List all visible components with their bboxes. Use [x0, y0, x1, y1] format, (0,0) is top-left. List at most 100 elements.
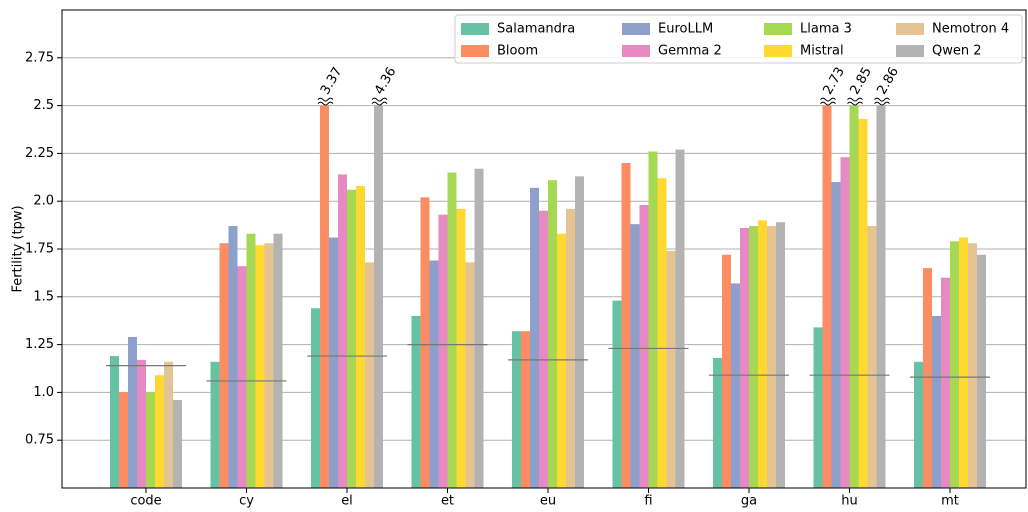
legend-swatch	[896, 45, 924, 57]
bar	[914, 361, 923, 488]
legend-label: Nemotron 4	[932, 22, 1009, 37]
bar	[365, 262, 374, 488]
break-mark	[874, 97, 890, 102]
bar	[630, 224, 640, 489]
break-mark	[317, 101, 334, 106]
x-tick-label: code	[130, 494, 161, 509]
break-mark	[847, 97, 863, 102]
bar	[530, 187, 539, 489]
bar	[320, 105, 329, 488]
bar	[831, 182, 841, 488]
legend-label: Mistral	[800, 44, 844, 59]
bar	[657, 178, 667, 489]
x-tick-label: mt	[941, 494, 959, 509]
bar	[456, 208, 466, 488]
bar	[329, 237, 338, 488]
bar	[164, 361, 173, 488]
bar	[867, 226, 877, 488]
y-axis-label: Fertility (tpw)	[11, 205, 26, 292]
bar	[146, 392, 155, 488]
bar	[237, 266, 247, 488]
bar	[849, 105, 859, 488]
bar	[264, 243, 274, 488]
bar	[666, 250, 676, 488]
bar	[173, 400, 182, 488]
bar	[749, 226, 758, 488]
bar	[521, 331, 530, 488]
legend-box	[454, 14, 1023, 64]
bar	[813, 327, 823, 488]
bar	[612, 300, 622, 488]
break-mark	[847, 101, 863, 106]
legend-swatch	[461, 45, 489, 57]
bar	[219, 243, 229, 488]
bar	[420, 197, 430, 488]
bar	[255, 245, 265, 488]
bar	[713, 357, 722, 488]
legend-label: Gemma 2	[658, 44, 722, 59]
y-tick-label: 1.75	[25, 242, 54, 257]
bar	[474, 168, 484, 489]
data-label: 2.85	[848, 65, 875, 98]
bar	[776, 222, 785, 488]
y-tick-label: 2.25	[25, 146, 54, 161]
break-mark	[820, 101, 836, 106]
bar	[822, 105, 832, 488]
bar	[923, 268, 932, 488]
y-tick-label: 2.5	[33, 98, 54, 113]
legend-label: Salamandra	[497, 22, 575, 37]
bar	[465, 262, 475, 488]
bar	[557, 233, 566, 488]
bar	[155, 375, 164, 488]
bar	[356, 185, 365, 489]
x-tick-label: ga	[741, 494, 757, 509]
bar	[447, 172, 457, 488]
legend-swatch	[896, 23, 924, 35]
bar	[722, 254, 731, 488]
bar	[675, 149, 685, 489]
x-tick-label: eu	[540, 494, 556, 509]
bar	[621, 162, 631, 488]
legend-swatch	[764, 23, 792, 35]
legend-label: EuroLLM	[658, 22, 713, 37]
bar	[941, 277, 950, 488]
legend-label: Llama 3	[800, 22, 852, 37]
break-mark	[874, 101, 890, 106]
bar	[438, 214, 448, 489]
break-mark	[820, 97, 836, 102]
bar	[977, 254, 986, 488]
data-label: 2.73	[821, 65, 848, 98]
bar	[338, 174, 347, 488]
y-tick-label: 0.75	[25, 433, 54, 448]
x-tick-label: hu	[841, 494, 857, 509]
bar	[429, 260, 439, 488]
y-tick-label: 2.0	[33, 194, 54, 209]
bar	[128, 336, 137, 488]
bar	[876, 105, 886, 488]
bar	[228, 226, 238, 488]
bar	[110, 356, 119, 488]
break-mark	[317, 97, 334, 102]
bar	[411, 315, 421, 488]
data-label: 4.36	[372, 65, 399, 98]
y-tick-label: 2.75	[25, 50, 54, 65]
y-tick-label: 1.5	[33, 289, 54, 304]
bar	[731, 283, 740, 488]
bar	[548, 180, 557, 488]
plot-frame	[61, 9, 1027, 489]
bar	[246, 233, 256, 488]
bar	[767, 226, 776, 488]
bar	[740, 227, 749, 488]
break-mark	[371, 97, 388, 102]
bar	[210, 361, 220, 488]
bar	[950, 241, 959, 488]
x-tick-label: el	[341, 494, 353, 509]
data-label: 3.37	[318, 65, 345, 98]
bar	[639, 205, 649, 489]
bar	[137, 359, 146, 488]
bar	[840, 157, 850, 488]
bar	[512, 331, 521, 488]
bar	[311, 308, 320, 488]
bar	[374, 105, 383, 488]
